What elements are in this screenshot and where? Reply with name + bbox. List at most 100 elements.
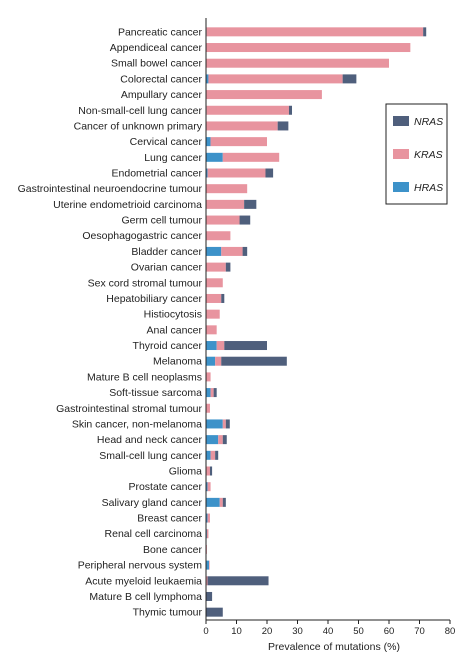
bar-hras bbox=[206, 168, 208, 178]
x-tick-label: 10 bbox=[231, 626, 242, 637]
category-label: Histiocytosis bbox=[144, 309, 202, 321]
bar-kras bbox=[206, 58, 389, 68]
bar-kras bbox=[221, 246, 243, 256]
legend-swatch-hras bbox=[393, 182, 409, 192]
category-label: Bladder cancer bbox=[131, 246, 202, 258]
bar-kras bbox=[206, 43, 411, 53]
bar-kras bbox=[206, 105, 289, 115]
category-label: Glioma bbox=[169, 466, 202, 478]
bar-kras bbox=[206, 576, 208, 586]
bar-kras bbox=[206, 325, 217, 335]
x-axis-title: Prevalence of mutations (%) bbox=[268, 641, 400, 653]
category-label: Cancer of unknown primary bbox=[74, 120, 203, 132]
category-label: Appendiceal cancer bbox=[110, 42, 203, 54]
category-label: Acute myeloid leukaemia bbox=[85, 575, 202, 587]
category-label: Non-small-cell lung cancer bbox=[78, 105, 202, 117]
bar-nras bbox=[225, 419, 230, 429]
bar-hras bbox=[206, 74, 209, 84]
bar-kras bbox=[206, 278, 223, 288]
category-label: Lung cancer bbox=[144, 152, 202, 164]
bar-nras bbox=[288, 105, 293, 115]
bar-hras bbox=[206, 246, 222, 256]
bar-kras bbox=[206, 529, 209, 539]
category-label: Peripheral nervous system bbox=[78, 560, 203, 572]
x-tick-label: 0 bbox=[203, 626, 208, 637]
category-label: Small bowel cancer bbox=[111, 58, 203, 70]
bar-kras bbox=[210, 137, 267, 147]
bar-hras bbox=[206, 450, 211, 460]
category-label: Salivary gland cancer bbox=[102, 497, 203, 509]
category-label: Head and neck cancer bbox=[97, 434, 203, 446]
category-label: Endometrial cancer bbox=[112, 168, 203, 180]
bar-kras bbox=[209, 560, 210, 570]
bar-nras bbox=[239, 215, 251, 225]
category-label: Thyroid cancer bbox=[133, 340, 203, 352]
legend-swatch-kras bbox=[393, 149, 409, 159]
x-tick-label: 60 bbox=[384, 626, 395, 637]
x-tick-label: 30 bbox=[292, 626, 303, 637]
category-label: Oesophagogastric cancer bbox=[82, 230, 202, 242]
bar-kras bbox=[207, 168, 266, 178]
category-label: Germ cell tumour bbox=[121, 215, 202, 227]
bar-kras bbox=[206, 215, 240, 225]
bar-kras bbox=[218, 435, 223, 445]
category-label: Mature B cell neoplasms bbox=[87, 371, 202, 383]
bar-kras bbox=[222, 419, 226, 429]
bar-hras bbox=[206, 341, 217, 351]
bar-nras bbox=[242, 246, 248, 256]
bar-kras bbox=[215, 356, 222, 366]
bar-kras bbox=[216, 341, 225, 351]
category-label: Uterine endometrioid carcinoma bbox=[53, 199, 202, 211]
x-tick-label: 50 bbox=[353, 626, 364, 637]
bar-kras bbox=[206, 293, 222, 303]
bar-hras bbox=[206, 152, 223, 162]
bar-nras bbox=[225, 262, 231, 272]
legend-swatch-nras bbox=[393, 116, 409, 126]
bar-nras bbox=[224, 341, 267, 351]
category-label: Prostate cancer bbox=[128, 481, 202, 493]
bar-nras bbox=[244, 199, 257, 209]
bar-nras bbox=[215, 450, 219, 460]
bar-nras bbox=[342, 74, 357, 84]
category-label: Gastrointestinal stromal tumour bbox=[56, 403, 202, 415]
bar-hras bbox=[206, 513, 208, 523]
category-label: Soft-tissue sarcoma bbox=[109, 387, 202, 399]
legend-label-kras: KRAS bbox=[414, 149, 443, 161]
bar-kras bbox=[210, 388, 214, 398]
bar-kras bbox=[208, 74, 343, 84]
category-label: Sex cord stromal tumour bbox=[88, 277, 203, 289]
category-label: Melanoma bbox=[153, 356, 202, 368]
category-label: Thymic tumour bbox=[133, 607, 203, 619]
x-tick-label: 80 bbox=[445, 626, 456, 637]
x-tick-label: 40 bbox=[323, 626, 334, 637]
bar-kras bbox=[206, 262, 226, 272]
category-label: Colorectal cancer bbox=[120, 73, 202, 85]
legend-label-hras: HRAS bbox=[414, 182, 443, 194]
bar-hras bbox=[206, 356, 216, 366]
bar-hras bbox=[206, 419, 223, 429]
bar-nras bbox=[209, 466, 213, 476]
bar-hras bbox=[206, 560, 210, 570]
bar-nras bbox=[222, 497, 226, 507]
legend-label-nras: NRAS bbox=[414, 116, 443, 128]
bar-nras bbox=[277, 121, 289, 131]
bar-nras bbox=[221, 293, 225, 303]
bar-hras bbox=[206, 137, 211, 147]
x-tick-label: 70 bbox=[414, 626, 425, 637]
bar-kras bbox=[206, 403, 210, 413]
bar-nras bbox=[423, 27, 427, 37]
bar-hras bbox=[206, 435, 219, 445]
bar-nras bbox=[206, 591, 213, 601]
bar-kras bbox=[206, 372, 211, 382]
category-label: Anal cancer bbox=[147, 324, 203, 336]
bar-kras bbox=[207, 482, 211, 492]
bar-kras bbox=[206, 27, 424, 37]
bar-kras bbox=[206, 309, 220, 319]
category-label: Pancreatic cancer bbox=[118, 26, 203, 38]
bar-nras bbox=[265, 168, 274, 178]
category-label: Ovarian cancer bbox=[131, 262, 203, 274]
bar-nras bbox=[207, 576, 269, 586]
category-label: Cervical cancer bbox=[130, 136, 203, 148]
bar-nras bbox=[221, 356, 287, 366]
